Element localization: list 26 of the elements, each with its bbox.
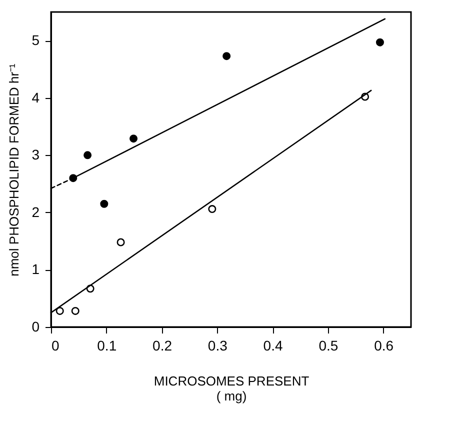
point: [116, 238, 125, 246]
point: [56, 306, 64, 315]
point: [376, 38, 384, 46]
y-tick-label: 0: [32, 318, 40, 334]
x-tick-label: 0.1: [97, 338, 117, 354]
y-axis-title: nmol PHOSPHOLIPID FORMED hr⁻¹: [6, 62, 22, 276]
point: [100, 200, 108, 208]
x-tick-label: 0.4: [263, 338, 283, 354]
point: [84, 151, 92, 160]
x-axis-title: MICROSOMES PRESENT ( mg): [154, 374, 310, 404]
y-tick-label: 2: [32, 204, 40, 220]
y-tick-label: 3: [32, 146, 40, 163]
y-tick-label: 1: [32, 261, 40, 278]
point: [130, 134, 138, 143]
point: [208, 205, 216, 214]
y-tick-label: 4: [32, 89, 40, 106]
x-tick-label: 0.5: [318, 338, 338, 354]
point: [71, 306, 80, 315]
x-tick-label: 0.6: [374, 338, 394, 354]
x-tick-label: 0.2: [152, 338, 172, 354]
x-tick-label: 0.3: [208, 338, 228, 354]
point: [86, 284, 94, 293]
point: [222, 52, 231, 60]
x-tick-label: 0: [52, 338, 60, 354]
point: [361, 92, 370, 101]
y-tick-label: 5: [32, 32, 40, 48]
